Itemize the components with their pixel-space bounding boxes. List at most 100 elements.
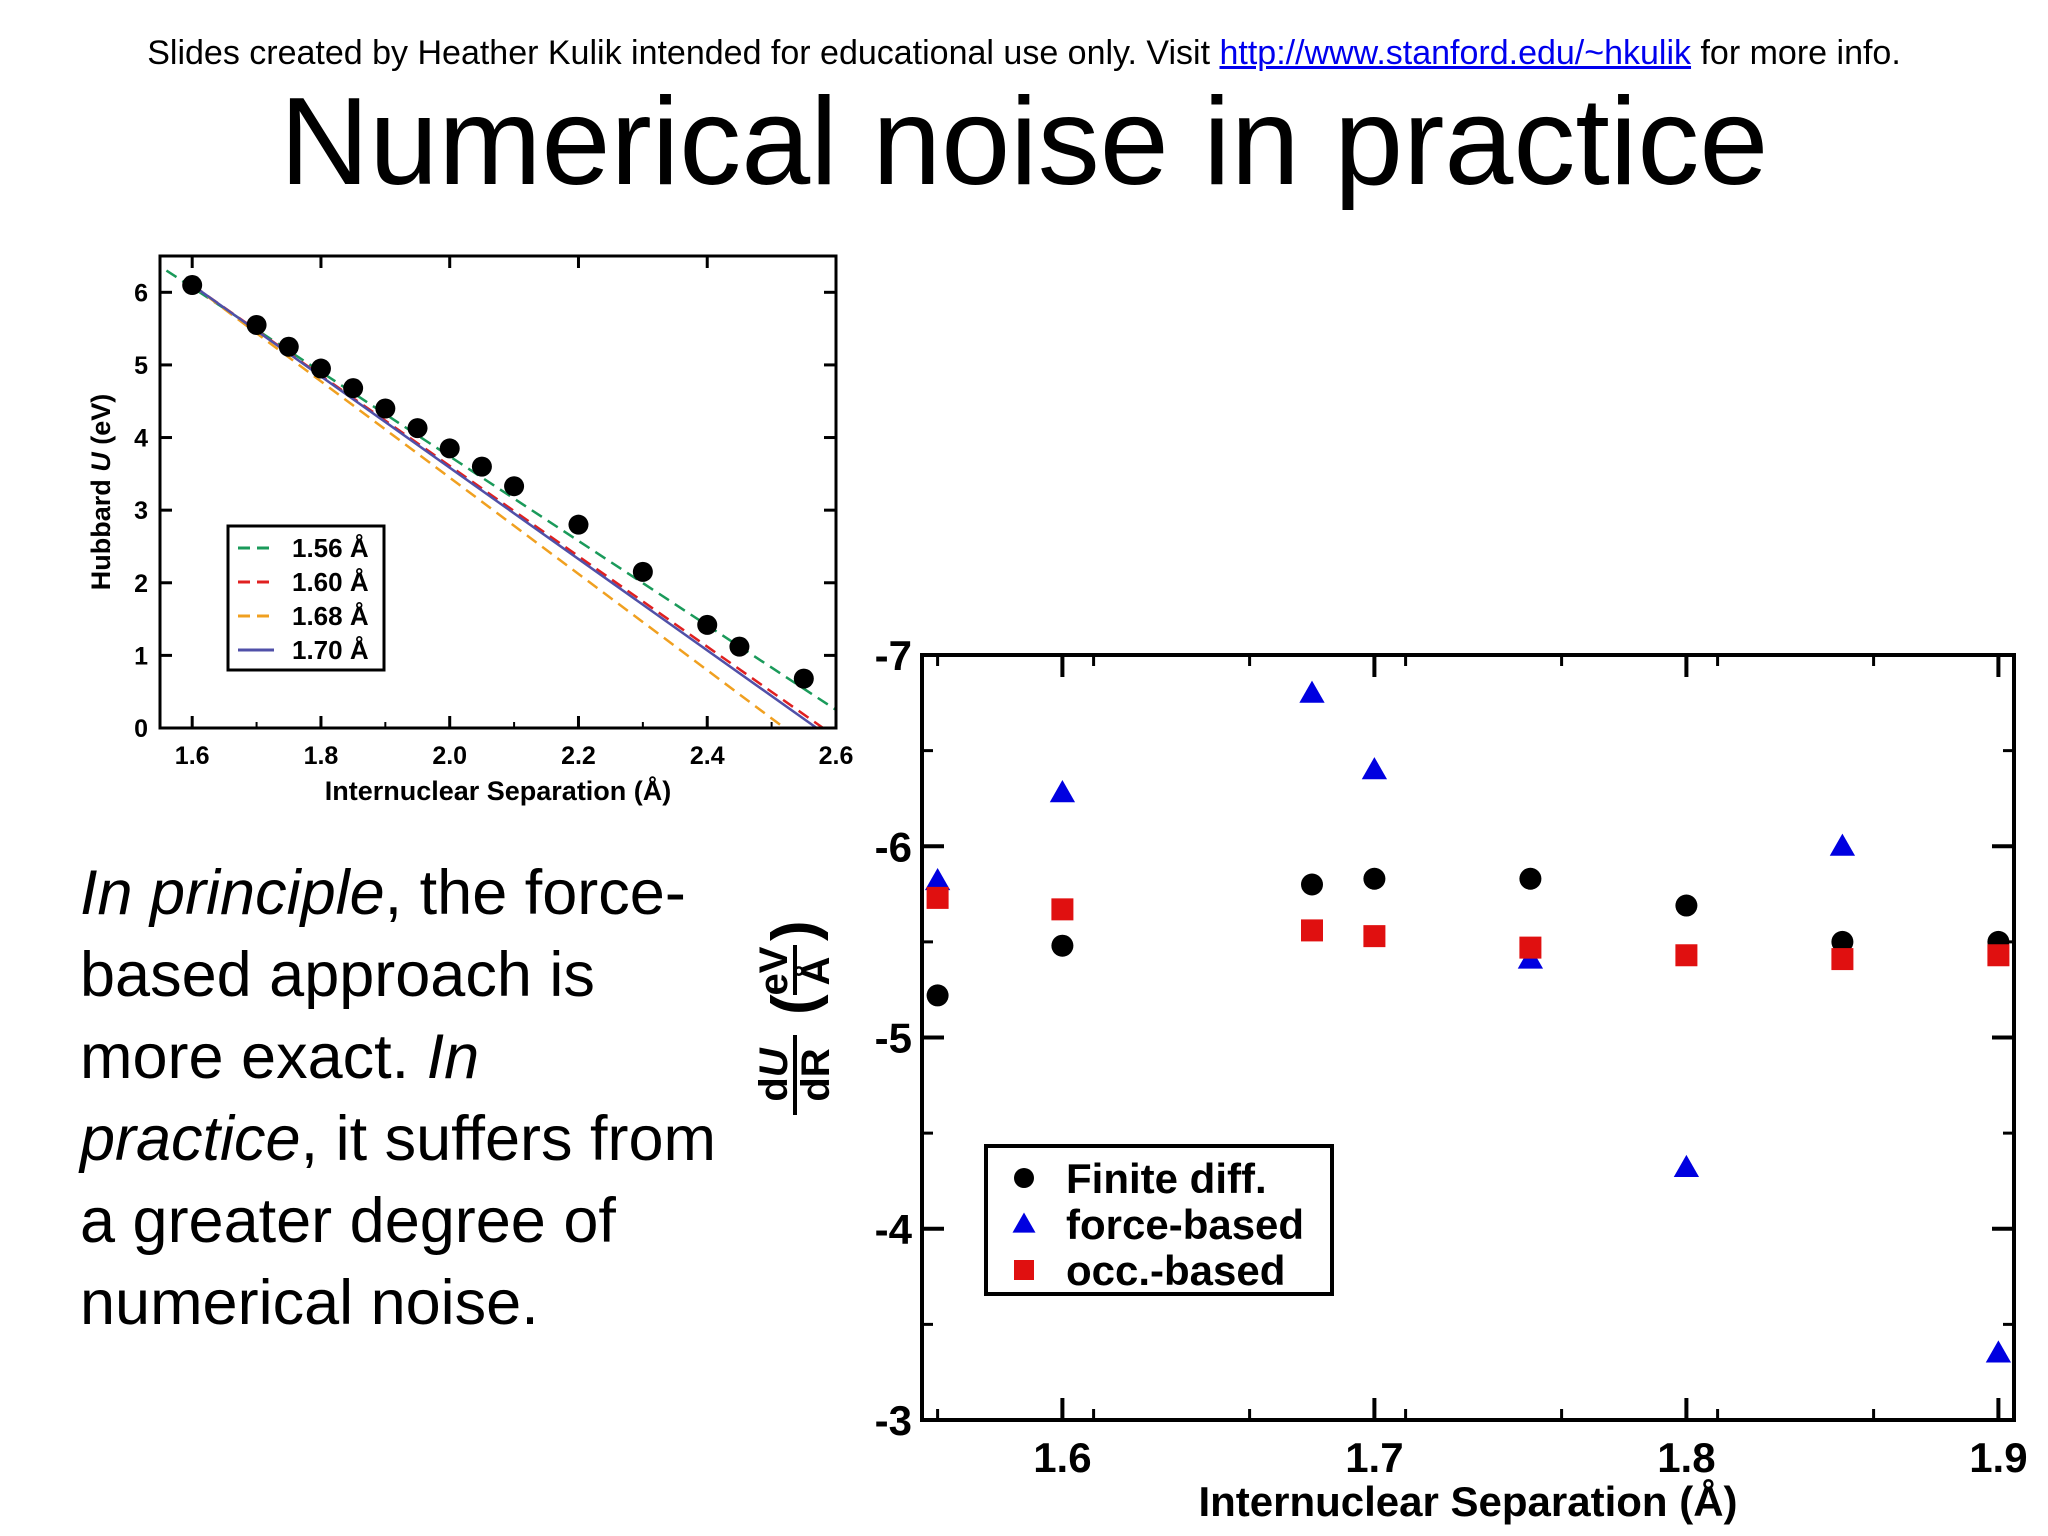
x-tick-label: 2.2 xyxy=(561,742,596,770)
y-axis-label-denominator: dR xyxy=(794,1048,838,1101)
credit-suffix: for more info. xyxy=(1691,34,1901,72)
data-point xyxy=(632,561,653,582)
point-occ-based xyxy=(1831,948,1854,971)
fit-line-1-56 xyxy=(165,269,837,711)
point-finite-diff xyxy=(1519,867,1542,890)
legend-label-1-60: 1.60 Å xyxy=(292,567,369,597)
data-point xyxy=(278,336,299,357)
point-force-based xyxy=(1985,1340,2012,1363)
data-points xyxy=(924,680,2012,1363)
y-tick-label: -6 xyxy=(875,823,912,870)
x-tick-label: 1.8 xyxy=(1657,1434,1715,1481)
data-point xyxy=(246,314,267,335)
point-finite-diff xyxy=(1675,894,1698,917)
point-finite-diff xyxy=(1301,873,1323,896)
axis-ticks xyxy=(160,256,838,730)
point-occ-based xyxy=(1363,925,1386,948)
legend-marker-force-based xyxy=(1012,1212,1036,1233)
point-finite-diff xyxy=(1831,930,1854,953)
y-axis-label-paren-close: ) xyxy=(760,920,829,941)
body-text-part2: , it suffers from a greater degree of nu… xyxy=(80,1104,717,1338)
point-finite-diff xyxy=(1363,867,1386,890)
data-point xyxy=(310,358,331,379)
point-force-based xyxy=(1673,1154,1700,1178)
x-tick-labels: 1.6 1.8 2.0 2.2 2.4 2.6 xyxy=(175,742,854,770)
y-axis-label: Hubbard U (eV) xyxy=(86,394,116,591)
x-tick-label: 2.4 xyxy=(690,742,725,770)
point-force-based xyxy=(1361,757,1388,780)
legend-box xyxy=(226,524,386,672)
x-tick-label: 2.0 xyxy=(432,742,467,770)
x-axis-label: Internuclear Separation (Å) xyxy=(1198,1478,1737,1525)
data-point xyxy=(182,275,203,296)
x-tick-label: 1.6 xyxy=(1033,1434,1091,1481)
plot-frame xyxy=(158,254,838,730)
y-tick-label: -5 xyxy=(875,1015,912,1062)
y-tick-label: 2 xyxy=(134,570,148,598)
y-tick-labels: -7 -6 -5 -4 -3 xyxy=(875,632,913,1444)
fit-line-1-60 xyxy=(191,284,824,730)
point-force-based xyxy=(1049,780,1076,803)
y-axis-label-variable: U xyxy=(86,451,116,472)
legend-label-1-68: 1.68 Å xyxy=(292,601,369,631)
data-point xyxy=(793,668,814,689)
data-point xyxy=(407,418,428,439)
y-axis-label-paren-numerator: eV xyxy=(752,946,796,995)
y-tick-label: 4 xyxy=(134,425,148,453)
body-emphasis-principle: In principle xyxy=(80,858,385,928)
body-text-separator: . xyxy=(391,1022,427,1092)
plot-frame xyxy=(920,653,2016,1422)
legend-label-1-70: 1.70 Å xyxy=(292,635,369,665)
y-tick-label: 5 xyxy=(134,352,148,380)
data-point xyxy=(343,378,364,399)
point-occ-based xyxy=(1051,898,1074,921)
point-force-based xyxy=(1829,833,1856,856)
legend-marker-occ-based xyxy=(1014,1260,1034,1280)
legend-entries: 1.56 Å 1.60 Å 1.68 Å 1.70 Å xyxy=(238,533,369,665)
point-force-based xyxy=(1299,680,1325,703)
y-axis-label-prefix: Hubbard xyxy=(86,472,116,591)
point-occ-based xyxy=(1301,919,1323,942)
data-point xyxy=(471,456,492,477)
y-tick-label: 6 xyxy=(134,279,148,307)
fit-line-1-70 xyxy=(191,284,818,730)
y-axis-label-numerator: dU xyxy=(752,1047,796,1101)
y-tick-labels: 0 1 2 3 4 5 6 xyxy=(134,279,148,743)
credit-prefix: Slides created by Heather Kulik intended… xyxy=(147,34,1220,72)
legend: 1.56 Å 1.60 Å 1.68 Å 1.70 Å xyxy=(226,524,386,672)
x-tick-label: 1.9 xyxy=(1969,1434,2027,1481)
point-occ-based xyxy=(1519,936,1542,959)
legend-marker-finite-diff xyxy=(1014,1168,1034,1188)
data-point xyxy=(375,398,396,419)
body-text-part1: , the force-based approach is more exact xyxy=(80,858,686,1092)
y-tick-label: 0 xyxy=(134,715,148,743)
credit-link[interactable]: http://www.stanford.edu/~hkulik xyxy=(1219,34,1692,72)
fit-lines xyxy=(165,269,837,730)
point-occ-based xyxy=(1987,944,2010,967)
x-tick-label: 1.7 xyxy=(1345,1434,1403,1481)
x-tick-labels: 1.6 1.7 1.8 1.9 xyxy=(1033,1434,2027,1481)
legend-box xyxy=(984,1144,1334,1296)
point-occ-based xyxy=(926,886,949,909)
y-tick-label: -3 xyxy=(875,1397,912,1444)
legend-label-finite-diff: Finite diff. xyxy=(1066,1155,1267,1202)
data-point xyxy=(697,614,718,635)
legend-label-occ-based: occ.-based xyxy=(1066,1247,1285,1294)
credit-line: Slides created by Heather Kulik intended… xyxy=(0,34,2048,73)
body-emphasis-practice: In practice xyxy=(80,1022,480,1174)
x-tick-label: 1.6 xyxy=(175,742,210,770)
axis-ticks xyxy=(922,653,2014,1422)
data-point xyxy=(439,438,460,459)
legend-label-1-56: 1.56 Å xyxy=(292,533,369,563)
data-point xyxy=(504,476,525,497)
fit-line-1-68 xyxy=(191,284,786,730)
y-tick-label: 1 xyxy=(134,642,148,670)
point-finite-diff xyxy=(1051,934,1074,957)
point-occ-based xyxy=(1675,944,1698,967)
slide-body-text: In principle, the force-based approach i… xyxy=(80,852,720,1344)
data-points xyxy=(182,275,814,689)
y-axis-label-paren-denominator: Å xyxy=(793,957,838,986)
